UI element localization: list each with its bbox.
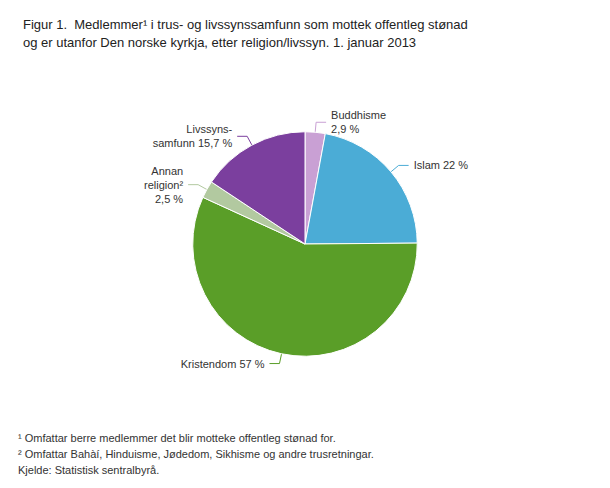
svg-text:religion²: religion² (144, 179, 183, 191)
svg-text:¹ Omfattar berre medlemmer det: ¹ Omfattar berre medlemmer det blir mott… (18, 432, 336, 444)
svg-text:Buddhisme: Buddhisme (331, 109, 386, 121)
svg-text:2,9 %: 2,9 % (331, 123, 359, 135)
svg-text:og er utanfor Den norske kyrkj: og er utanfor Den norske kyrkja, etter r… (23, 35, 416, 50)
svg-text:Kjelde: Statistisk sentralbyrå: Kjelde: Statistisk sentralbyrå. (18, 464, 159, 476)
svg-text:2,5 %: 2,5 % (155, 193, 183, 205)
svg-text:² Omfattar Bahàí, Hinduisme, J: ² Omfattar Bahàí, Hinduisme, Jødedom, Si… (18, 448, 374, 460)
svg-text:Islam 22 %: Islam 22 % (414, 159, 469, 171)
svg-text:samfunn 15,7 %: samfunn 15,7 % (153, 137, 233, 149)
svg-text:Kristendom 57 %: Kristendom 57 % (181, 358, 265, 370)
svg-text:Annan: Annan (151, 165, 183, 177)
svg-text:Figur 1. Medlemmer¹ i trus- o: Figur 1. Medlemmer¹ i trus- og livssynss… (23, 17, 468, 32)
svg-text:Livssyns-: Livssyns- (186, 123, 232, 135)
